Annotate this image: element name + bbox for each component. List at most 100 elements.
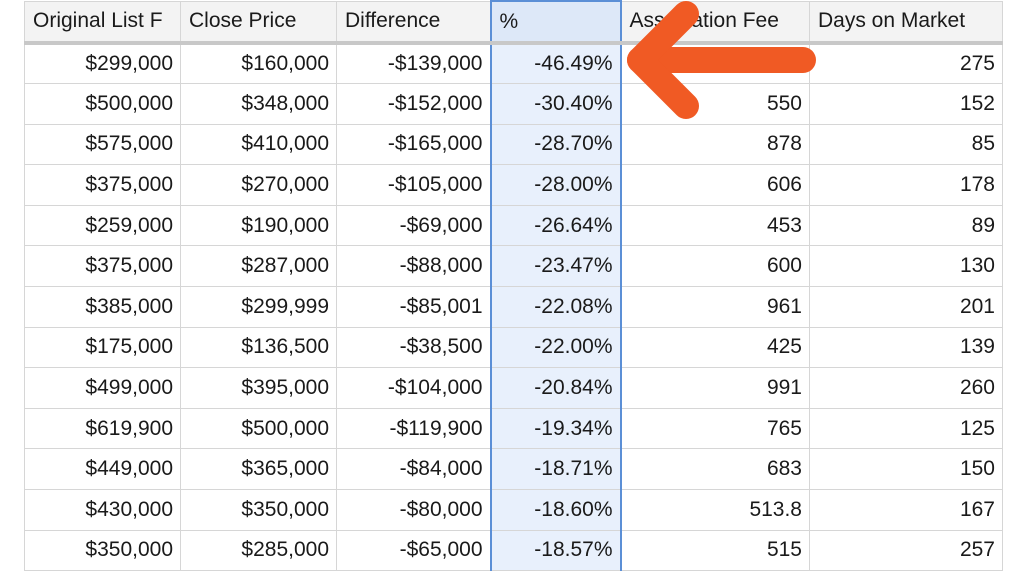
percent-cell[interactable]: -28.70% bbox=[489, 123, 622, 166]
table-row: $385,000 $299,999 -$85,001 -22.08% 961 201 bbox=[24, 286, 1003, 328]
association-fee-cell[interactable]: 515 bbox=[620, 529, 810, 572]
difference-cell[interactable]: -$84,000 bbox=[336, 448, 491, 491]
association-fee-cell[interactable]: 961 bbox=[620, 286, 810, 328]
column-header-close-price[interactable]: Close Price bbox=[180, 0, 337, 45]
association-fee-cell[interactable]: 730 bbox=[620, 42, 810, 85]
days-on-market-cell[interactable]: 152 bbox=[809, 83, 1003, 125]
original-list-price-cell[interactable]: $375,000 bbox=[24, 164, 181, 206]
days-on-market-cell[interactable]: 178 bbox=[809, 164, 1003, 206]
original-list-price-cell[interactable]: $449,000 bbox=[24, 448, 181, 491]
difference-cell[interactable]: -$88,000 bbox=[336, 245, 491, 288]
days-on-market-cell[interactable]: 167 bbox=[809, 489, 1003, 531]
table-row: $430,000 $350,000 -$80,000 -18.60% 513.8 167 bbox=[24, 489, 1003, 531]
column-header-difference[interactable]: Difference bbox=[336, 0, 491, 45]
original-list-price-cell[interactable]: $575,000 bbox=[24, 123, 181, 166]
days-on-market-cell[interactable]: 260 bbox=[809, 367, 1003, 409]
association-fee-cell[interactable]: 425 bbox=[620, 326, 810, 369]
original-list-price-cell[interactable]: $350,000 bbox=[24, 529, 181, 572]
column-header-days-on-market[interactable]: Days on Market bbox=[809, 0, 1003, 45]
original-list-price-cell[interactable]: $619,900 bbox=[24, 407, 181, 450]
row-gutter bbox=[0, 0, 24, 576]
association-fee-cell[interactable]: 600 bbox=[620, 245, 810, 288]
original-list-price-cell[interactable]: $500,000 bbox=[24, 83, 181, 125]
column-header-association-fee[interactable]: Association Fee bbox=[620, 0, 810, 45]
original-list-price-cell[interactable]: $175,000 bbox=[24, 326, 181, 369]
table-row: $350,000 $285,000 -$65,000 -18.57% 515 257 bbox=[24, 529, 1003, 572]
table-row: $175,000 $136,500 -$38,500 -22.00% 425 139 bbox=[24, 326, 1003, 369]
table-row: $619,900 $500,000 -$119,900 -19.34% 765 125 bbox=[24, 407, 1003, 450]
close-price-cell[interactable]: $350,000 bbox=[180, 489, 337, 531]
original-list-price-cell[interactable]: $259,000 bbox=[24, 204, 181, 247]
association-fee-cell[interactable]: 550 bbox=[620, 83, 810, 125]
close-price-cell[interactable]: $299,999 bbox=[180, 286, 337, 328]
percent-cell[interactable]: -46.49% bbox=[489, 42, 622, 85]
close-price-cell[interactable]: $365,000 bbox=[180, 448, 337, 491]
close-price-cell[interactable]: $136,500 bbox=[180, 326, 337, 369]
table-row: $575,000 $410,000 -$165,000 -28.70% 878 85 bbox=[24, 123, 1003, 166]
header-row: Original List F Close Price Difference %… bbox=[24, 0, 1003, 45]
association-fee-cell[interactable]: 683 bbox=[620, 448, 810, 491]
percent-cell[interactable]: -18.57% bbox=[489, 529, 622, 572]
table-row: $375,000 $270,000 -$105,000 -28.00% 606 178 bbox=[24, 164, 1003, 206]
original-list-price-cell[interactable]: $375,000 bbox=[24, 245, 181, 288]
table-row: $500,000 $348,000 -$152,000 -30.40% 550 152 bbox=[24, 83, 1003, 125]
percent-cell[interactable]: -20.84% bbox=[489, 367, 622, 409]
association-fee-cell[interactable]: 453 bbox=[620, 204, 810, 247]
difference-cell[interactable]: -$139,000 bbox=[336, 42, 491, 85]
association-fee-cell[interactable]: 606 bbox=[620, 164, 810, 206]
days-on-market-cell[interactable]: 130 bbox=[809, 245, 1003, 288]
difference-cell[interactable]: -$152,000 bbox=[336, 83, 491, 125]
close-price-cell[interactable]: $395,000 bbox=[180, 367, 337, 409]
percent-cell[interactable]: -23.47% bbox=[489, 245, 622, 288]
close-price-cell[interactable]: $287,000 bbox=[180, 245, 337, 288]
data-table: Original List F Close Price Difference %… bbox=[24, 0, 1003, 572]
close-price-cell[interactable]: $190,000 bbox=[180, 204, 337, 247]
percent-cell[interactable]: -30.40% bbox=[489, 83, 622, 125]
original-list-price-cell[interactable]: $299,000 bbox=[24, 42, 181, 85]
percent-cell[interactable]: -26.64% bbox=[489, 204, 622, 247]
table-row: $299,000 $160,000 -$139,000 -46.49% 730 275 bbox=[24, 42, 1003, 85]
days-on-market-cell[interactable]: 139 bbox=[809, 326, 1003, 369]
percent-cell[interactable]: -19.34% bbox=[489, 407, 622, 450]
association-fee-cell[interactable]: 513.8 bbox=[620, 489, 810, 531]
association-fee-cell[interactable]: 991 bbox=[620, 367, 810, 409]
days-on-market-cell[interactable]: 201 bbox=[809, 286, 1003, 328]
difference-cell[interactable]: -$38,500 bbox=[336, 326, 491, 369]
close-price-cell[interactable]: $500,000 bbox=[180, 407, 337, 450]
difference-cell[interactable]: -$69,000 bbox=[336, 204, 491, 247]
column-header-original-list-price[interactable]: Original List F bbox=[24, 0, 181, 45]
close-price-cell[interactable]: $285,000 bbox=[180, 529, 337, 572]
days-on-market-cell[interactable]: 89 bbox=[809, 204, 1003, 247]
original-list-price-cell[interactable]: $430,000 bbox=[24, 489, 181, 531]
percent-cell[interactable]: -18.60% bbox=[489, 489, 622, 531]
column-header-percent[interactable]: % bbox=[489, 0, 622, 45]
percent-cell[interactable]: -28.00% bbox=[489, 164, 622, 206]
days-on-market-cell[interactable]: 257 bbox=[809, 529, 1003, 572]
table-body: $299,000 $160,000 -$139,000 -46.49% 730 275 $5… bbox=[24, 42, 1003, 572]
difference-cell[interactable]: -$119,900 bbox=[336, 407, 491, 450]
table-row: $375,000 $287,000 -$88,000 -23.47% 600 130 bbox=[24, 245, 1003, 288]
difference-cell[interactable]: -$105,000 bbox=[336, 164, 491, 206]
association-fee-cell[interactable]: 878 bbox=[620, 123, 810, 166]
days-on-market-cell[interactable]: 125 bbox=[809, 407, 1003, 450]
difference-cell[interactable]: -$85,001 bbox=[336, 286, 491, 328]
close-price-cell[interactable]: $160,000 bbox=[180, 42, 337, 85]
percent-cell[interactable]: -22.08% bbox=[489, 286, 622, 328]
close-price-cell[interactable]: $410,000 bbox=[180, 123, 337, 166]
close-price-cell[interactable]: $348,000 bbox=[180, 83, 337, 125]
percent-cell[interactable]: -18.71% bbox=[489, 448, 622, 491]
days-on-market-cell[interactable]: 275 bbox=[809, 42, 1003, 85]
table-row: $499,000 $395,000 -$104,000 -20.84% 991 260 bbox=[24, 367, 1003, 409]
close-price-cell[interactable]: $270,000 bbox=[180, 164, 337, 206]
difference-cell[interactable]: -$80,000 bbox=[336, 489, 491, 531]
association-fee-cell[interactable]: 765 bbox=[620, 407, 810, 450]
days-on-market-cell[interactable]: 150 bbox=[809, 448, 1003, 491]
original-list-price-cell[interactable]: $385,000 bbox=[24, 286, 181, 328]
difference-cell[interactable]: -$65,000 bbox=[336, 529, 491, 572]
days-on-market-cell[interactable]: 85 bbox=[809, 123, 1003, 166]
percent-cell[interactable]: -22.00% bbox=[489, 326, 622, 369]
original-list-price-cell[interactable]: $499,000 bbox=[24, 367, 181, 409]
difference-cell[interactable]: -$104,000 bbox=[336, 367, 491, 409]
difference-cell[interactable]: -$165,000 bbox=[336, 123, 491, 166]
